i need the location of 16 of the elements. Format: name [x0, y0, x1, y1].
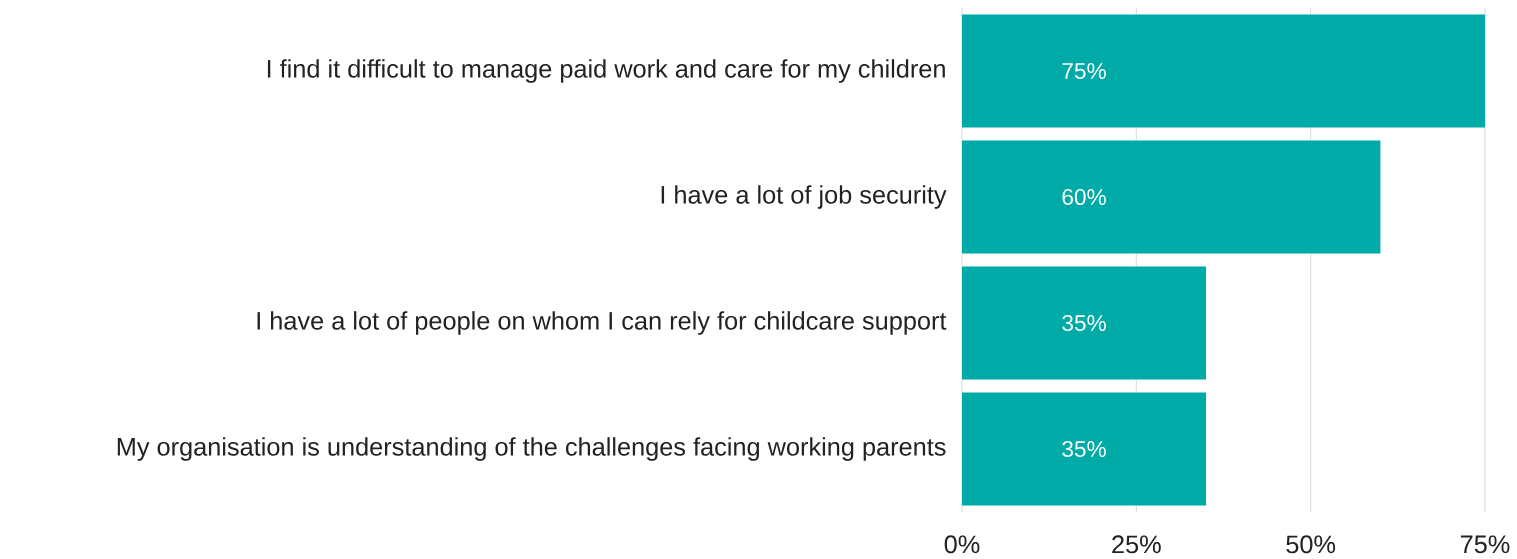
y-tick-label: I have a lot of job security — [661, 185, 947, 209]
y-tick-label: I find it difficult to manage paid work and care for my children — [267, 59, 945, 83]
x-tick-label: 25% — [1112, 535, 1161, 554]
data-label: 35% — [1062, 314, 1106, 332]
x-tick-label: 50% — [1286, 535, 1336, 554]
y-tick-label: I have a lot of people on whom I can rely for childcare support — [257, 311, 947, 335]
bar — [962, 392, 1207, 506]
bar — [962, 140, 1381, 254]
bar — [962, 14, 1485, 128]
data-label: 35% — [1062, 440, 1106, 458]
x-tick-label: 75% — [1460, 535, 1510, 554]
y-tick-label: My organisation is understanding of the challenges facing working parents — [117, 437, 946, 461]
data-label: 75% — [1062, 63, 1106, 79]
x-tick-label: 0% — [944, 535, 980, 554]
data-label: 60% — [1062, 188, 1106, 206]
bar — [962, 266, 1207, 380]
